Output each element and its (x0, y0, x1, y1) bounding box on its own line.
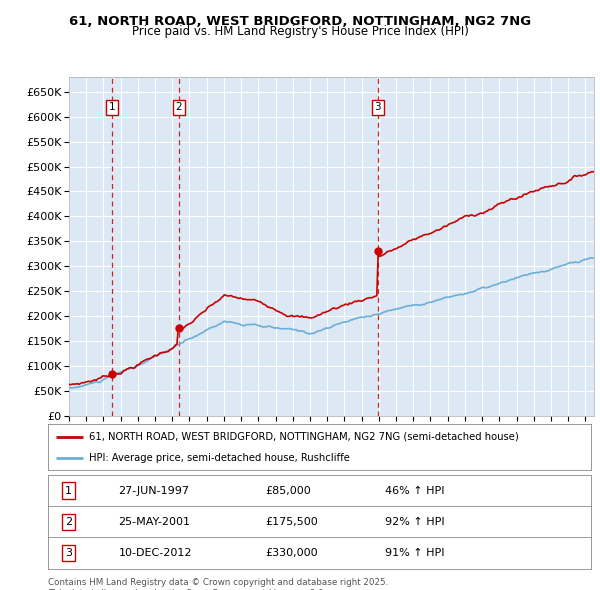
Text: 2: 2 (65, 517, 72, 527)
Text: 61, NORTH ROAD, WEST BRIDGFORD, NOTTINGHAM, NG2 7NG: 61, NORTH ROAD, WEST BRIDGFORD, NOTTINGH… (69, 15, 531, 28)
Text: 3: 3 (65, 548, 72, 558)
Text: HPI: Average price, semi-detached house, Rushcliffe: HPI: Average price, semi-detached house,… (89, 453, 350, 463)
Text: £330,000: £330,000 (265, 548, 318, 558)
Text: £175,500: £175,500 (265, 517, 318, 527)
Text: 3: 3 (374, 102, 381, 112)
Text: 25-MAY-2001: 25-MAY-2001 (119, 517, 191, 527)
Text: 46% ↑ HPI: 46% ↑ HPI (385, 486, 444, 496)
Text: 92% ↑ HPI: 92% ↑ HPI (385, 517, 444, 527)
Text: Price paid vs. HM Land Registry's House Price Index (HPI): Price paid vs. HM Land Registry's House … (131, 25, 469, 38)
Text: 61, NORTH ROAD, WEST BRIDGFORD, NOTTINGHAM, NG2 7NG (semi-detached house): 61, NORTH ROAD, WEST BRIDGFORD, NOTTINGH… (89, 432, 518, 442)
Text: £85,000: £85,000 (265, 486, 311, 496)
Text: 1: 1 (65, 486, 72, 496)
Text: 91% ↑ HPI: 91% ↑ HPI (385, 548, 444, 558)
Text: 27-JUN-1997: 27-JUN-1997 (119, 486, 190, 496)
Text: Contains HM Land Registry data © Crown copyright and database right 2025.
This d: Contains HM Land Registry data © Crown c… (48, 578, 388, 590)
Text: 1: 1 (109, 102, 115, 112)
Text: 2: 2 (176, 102, 182, 112)
Text: 10-DEC-2012: 10-DEC-2012 (119, 548, 192, 558)
